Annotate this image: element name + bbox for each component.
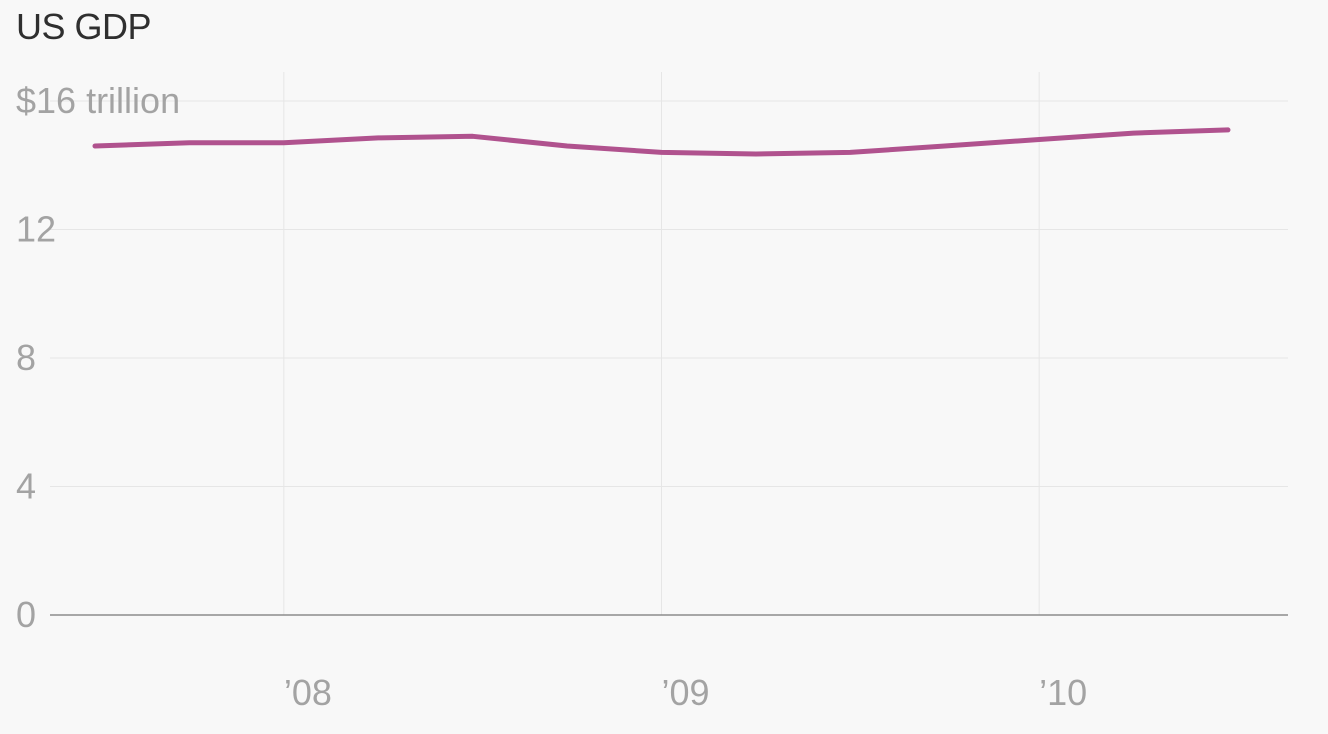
series-group bbox=[92, 127, 1231, 157]
y-tick-label: 4 bbox=[16, 466, 36, 507]
chart-title: US GDP bbox=[16, 6, 152, 47]
y-tick-label: 8 bbox=[16, 337, 36, 378]
y-tick-label: 0 bbox=[16, 594, 36, 635]
x-tick-label: ’09 bbox=[662, 672, 710, 713]
vertical-gridlines bbox=[283, 72, 1040, 615]
y-tick-label: 12 bbox=[16, 209, 56, 250]
horizontal-gridlines bbox=[50, 100, 1288, 616]
x-tick-label: ’10 bbox=[1039, 672, 1087, 713]
y-axis-tick-labels: $16 trillion 12 8 4 0 bbox=[16, 80, 180, 635]
x-axis-tick-labels: ’08 ’09 ’10 bbox=[284, 672, 1087, 713]
y-tick-label: $16 trillion bbox=[16, 80, 180, 121]
gdp-series-line bbox=[92, 127, 1231, 157]
x-tick-label: ’08 bbox=[284, 672, 332, 713]
